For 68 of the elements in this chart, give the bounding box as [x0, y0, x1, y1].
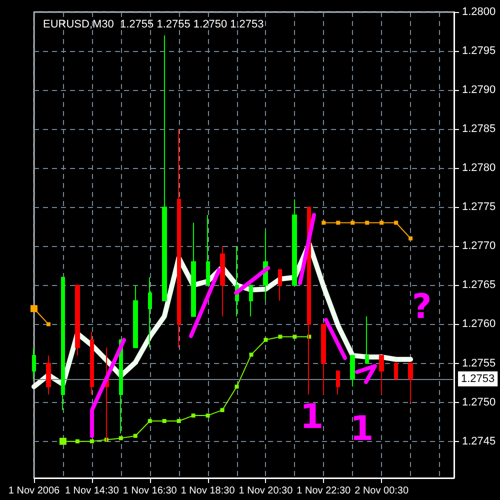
candlestick [220, 246, 225, 317]
point [350, 220, 355, 225]
point [408, 236, 413, 240]
y-tick-label: 1.2780 [462, 162, 496, 174]
ref-line-label: 1.2753 [461, 372, 495, 385]
point [148, 419, 152, 424]
point [176, 419, 181, 424]
y-tick-label: 1.2755 [462, 357, 496, 370]
point [380, 220, 384, 225]
candlestick [350, 354, 355, 388]
annotation: 1 [300, 397, 324, 437]
candlestick [379, 354, 384, 395]
point [90, 439, 94, 444]
x-tick-label: 1 Nov 18:30 [180, 486, 236, 496]
candlestick [206, 214, 210, 286]
y-tick-label: 1.2785 [462, 123, 496, 136]
point [191, 414, 196, 418]
x-tick-label: 2 Nov 00:30 [354, 486, 409, 496]
candlestick [321, 324, 326, 395]
point [394, 220, 398, 225]
candlestick [61, 276, 65, 411]
point [322, 220, 326, 225]
y-tick-label: 1.2750 [462, 396, 496, 408]
point [292, 334, 297, 339]
candlestick [90, 332, 94, 395]
annotation: ? [412, 287, 432, 327]
text: EURUSD,M30 1.2755 1.2755 1.2750 1.2753 [43, 18, 264, 30]
point [336, 220, 340, 225]
point [249, 352, 254, 357]
point [234, 384, 239, 389]
point [46, 322, 50, 326]
point [264, 338, 268, 342]
x-tick-label: 1 Nov 2006 [8, 486, 60, 496]
y-tick-label: 1.2770 [462, 240, 496, 252]
point [133, 434, 138, 438]
point [75, 439, 80, 444]
x-tick-label: 1 Nov 20:30 [238, 486, 294, 496]
point [365, 220, 370, 225]
y-tick-label: 1.2795 [462, 45, 496, 58]
candlestick [191, 222, 196, 317]
candlestick [408, 362, 413, 403]
candlestick [162, 34, 167, 302]
candlestick [278, 269, 282, 302]
point [278, 334, 282, 339]
candlestick [292, 198, 297, 286]
candlestick [249, 284, 253, 317]
y-tick-label: 1.2745 [462, 435, 496, 448]
x-tick-label: 1 Nov 22:30 [296, 486, 352, 496]
candlestick [365, 316, 369, 364]
x-tick-label: 1 Nov 14:30 [64, 486, 120, 496]
y-tick-label: 1.2800 [462, 6, 496, 18]
candlestick [336, 370, 340, 395]
point [118, 436, 123, 440]
candlestick [46, 354, 51, 395]
y-tick-label: 1.2790 [462, 84, 496, 96]
x-tick-label: 1 Nov 16:30 [122, 486, 178, 496]
candlestick [133, 284, 138, 348]
annotation: 1 [350, 409, 374, 449]
candlestick [75, 284, 80, 356]
point [206, 414, 210, 418]
point [162, 419, 166, 424]
y-tick-label: 1.2765 [462, 279, 496, 292]
candlestick [394, 362, 398, 380]
y-tick-label: 1.2775 [462, 201, 496, 214]
candlestick [148, 276, 152, 348]
point [220, 408, 224, 412]
y-tick-label: 1.2760 [462, 318, 496, 330]
candlestick [32, 347, 36, 380]
